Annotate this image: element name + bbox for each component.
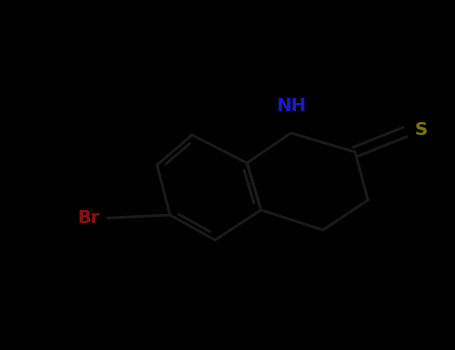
Text: NH: NH xyxy=(276,97,306,115)
Text: S: S xyxy=(415,121,428,139)
Text: Br: Br xyxy=(77,209,100,227)
